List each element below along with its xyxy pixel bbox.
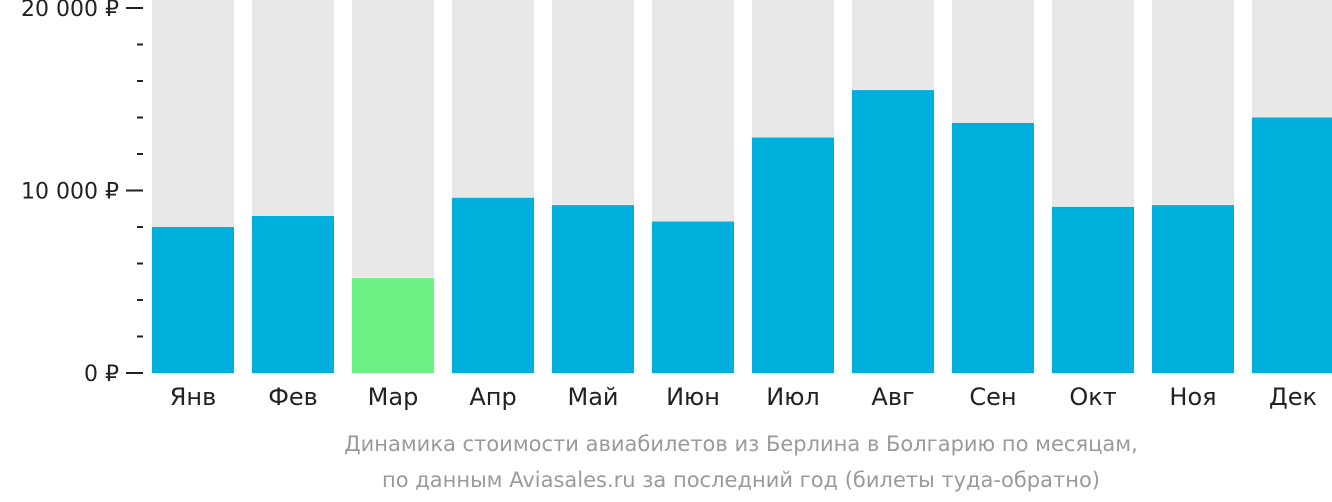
y-axis: 0 ₽ 10 000 ₽ 20 000 ₽ bbox=[21, 0, 143, 387]
x-tick-label: Фев bbox=[268, 383, 318, 411]
y-tick-label: 20 000 ₽ bbox=[21, 0, 119, 22]
x-axis-labels: Янв Фев Мар Апр Май Июн Июл Авг Сен Окт Ноя Дек bbox=[170, 383, 1317, 411]
bar-Май[interactable] bbox=[552, 205, 634, 373]
bar-Авг[interactable] bbox=[852, 90, 934, 373]
bar-Фев[interactable] bbox=[252, 216, 334, 373]
bar-Июл[interactable] bbox=[752, 137, 834, 373]
x-tick-label: Июл bbox=[766, 383, 820, 411]
x-tick-label: Апр bbox=[469, 383, 516, 411]
bar-Окт[interactable] bbox=[1052, 206, 1134, 373]
bar-Янв[interactable] bbox=[152, 227, 234, 373]
price-bar-chart: 0 ₽ 10 000 ₽ 20 000 ₽ Янв Фев Мар Апр Май Июн Ию… bbox=[21, 0, 1332, 411]
x-tick-label: Авг bbox=[871, 383, 914, 411]
x-tick-label: Дек bbox=[1269, 383, 1317, 411]
x-tick-label: Окт bbox=[1069, 383, 1116, 411]
chart-caption-line-1: Динамика стоимости авиабилетов из Берлин… bbox=[344, 432, 1138, 456]
bar-Сен[interactable] bbox=[952, 122, 1034, 373]
chart-caption-line-2: по данным Aviasales.ru за последний год … bbox=[382, 468, 1100, 492]
x-tick-label: Янв bbox=[170, 383, 217, 411]
bars bbox=[152, 0, 1332, 373]
bar-Ноя[interactable] bbox=[1152, 205, 1234, 373]
x-tick-label: Сен bbox=[969, 383, 1016, 411]
bar-Апр[interactable] bbox=[452, 197, 534, 373]
x-tick-label: Июн bbox=[666, 383, 720, 411]
y-tick-label: 10 000 ₽ bbox=[21, 180, 119, 205]
x-tick-label: Май bbox=[567, 383, 618, 411]
x-tick-label: Мар bbox=[368, 383, 419, 411]
bar-Мар[interactable] bbox=[352, 278, 434, 373]
bar-Июн[interactable] bbox=[652, 221, 734, 373]
y-tick-label: 0 ₽ bbox=[84, 362, 119, 387]
x-tick-label: Ноя bbox=[1169, 383, 1216, 411]
bar-Дек[interactable] bbox=[1252, 117, 1332, 374]
